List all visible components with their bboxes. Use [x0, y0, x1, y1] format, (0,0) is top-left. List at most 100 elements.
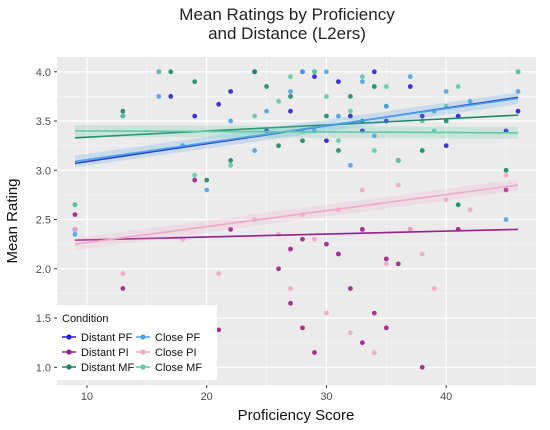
point-close-mf	[276, 98, 281, 104]
point-close-pf	[252, 148, 257, 153]
legend-label-close-mf: Close MF	[155, 362, 202, 374]
y-tick-label: 3.0	[36, 165, 51, 177]
point-distant-mf	[120, 108, 126, 114]
legend-dot-distant-mf	[66, 364, 72, 370]
point-close-pf	[72, 231, 78, 237]
chart-title: Mean Ratings by Proficiency	[179, 5, 395, 24]
point-close-mf	[72, 202, 78, 208]
point-distant-mf	[204, 177, 210, 183]
point-close-pi	[443, 197, 449, 203]
point-close-pf	[264, 108, 269, 114]
point-close-pi	[216, 271, 222, 277]
y-tick-label: 4.0	[36, 67, 51, 79]
point-close-mf	[192, 172, 198, 178]
legend-dot-close-mf	[140, 364, 146, 370]
y-tick-label: 2.0	[36, 264, 51, 276]
point-distant-pf	[419, 113, 425, 119]
point-distant-mf	[443, 118, 449, 124]
x-axis-ticks: 10 20 30 40	[81, 385, 452, 403]
point-distant-pi	[72, 212, 78, 217]
point-distant-pi	[324, 241, 329, 247]
point-distant-pf	[312, 74, 317, 80]
point-distant-pf	[407, 84, 413, 89]
y-tick-label: 3.5	[36, 116, 51, 128]
point-close-mf	[288, 74, 293, 80]
point-distant-pi	[288, 246, 293, 252]
data-points	[72, 69, 521, 370]
y-axis-title: Mean Rating	[4, 178, 21, 263]
point-close-pf	[407, 74, 413, 80]
trend-distant-pi	[74, 228, 519, 242]
point-close-pf	[359, 79, 365, 85]
point-close-pi	[383, 261, 389, 267]
point-close-mf	[312, 69, 317, 75]
x-tick-label: 10	[81, 391, 93, 403]
y-tick-label: 2.5	[36, 215, 51, 227]
point-close-pi	[407, 226, 413, 232]
point-close-pf	[383, 103, 389, 109]
x-tick-label: 40	[440, 391, 452, 403]
legend-items: Distant PF Distant PI Distant MF Close PF Cl…	[62, 332, 202, 374]
point-distant-pi	[336, 251, 341, 257]
point-distant-mf	[252, 69, 257, 75]
point-distant-pi	[383, 256, 389, 262]
point-distant-pf	[228, 89, 234, 94]
point-distant-pi	[359, 226, 365, 232]
point-close-mf	[120, 113, 126, 119]
point-close-mf	[515, 69, 521, 75]
trend-close-pi	[74, 184, 519, 245]
point-close-mf	[383, 84, 389, 89]
y-axis-ticks: 1.0 1.5 2.0 2.5 3.0 3.5 4.0	[36, 67, 57, 374]
point-close-pi	[120, 271, 126, 277]
point-distant-pi	[395, 261, 401, 267]
point-distant-pi	[359, 340, 365, 346]
point-close-pi	[312, 236, 317, 242]
point-distant-pf	[371, 69, 377, 75]
point-close-mf	[324, 93, 329, 99]
point-close-pf	[288, 89, 293, 94]
chart-subtitle: and Distance (L2ers)	[208, 24, 366, 43]
point-distant-pf	[515, 108, 521, 114]
point-close-mf	[371, 148, 377, 153]
point-close-pf	[324, 69, 329, 75]
point-distant-pi	[228, 226, 234, 232]
point-close-mf	[395, 158, 401, 163]
point-distant-pf	[324, 138, 329, 144]
point-close-mf	[455, 84, 461, 89]
point-close-mf	[156, 69, 162, 75]
point-distant-mf	[300, 138, 305, 144]
point-close-pi	[431, 286, 437, 291]
trend-lines	[74, 92, 519, 251]
legend-dot-close-pi	[140, 349, 146, 355]
point-distant-mf	[168, 69, 174, 75]
point-close-pi	[324, 310, 329, 316]
point-close-pi	[288, 286, 293, 291]
point-close-pi	[395, 182, 401, 188]
point-distant-pi	[383, 325, 389, 331]
point-close-pf	[300, 69, 305, 75]
x-tick-label: 30	[320, 391, 332, 403]
point-distant-mf	[347, 93, 353, 99]
point-close-pi	[503, 172, 509, 178]
point-distant-pi	[276, 266, 281, 272]
point-close-pf	[443, 89, 449, 94]
legend-title: Condition	[62, 313, 108, 325]
point-distant-pf	[443, 143, 449, 149]
legend-label-distant-pi: Distant PI	[81, 347, 129, 359]
legend-dot-distant-pi	[66, 349, 72, 355]
point-close-pf	[156, 93, 162, 99]
point-distant-mf	[419, 148, 425, 153]
legend: Condition Distant PF Distant PI Distant MF…	[57, 305, 217, 380]
point-distant-mf	[288, 93, 293, 99]
trend-distant-mf	[74, 114, 519, 139]
legend-dot-close-pf	[140, 334, 146, 340]
point-distant-mf	[192, 79, 198, 85]
legend-label-distant-pf: Distant PF	[81, 332, 133, 344]
point-close-pi	[467, 207, 473, 213]
legend-label-close-pf: Close PF	[155, 332, 201, 344]
point-distant-pi	[300, 236, 305, 242]
point-distant-mf	[264, 84, 269, 89]
point-close-pf	[228, 118, 234, 124]
y-tick-label: 1.0	[36, 362, 51, 374]
